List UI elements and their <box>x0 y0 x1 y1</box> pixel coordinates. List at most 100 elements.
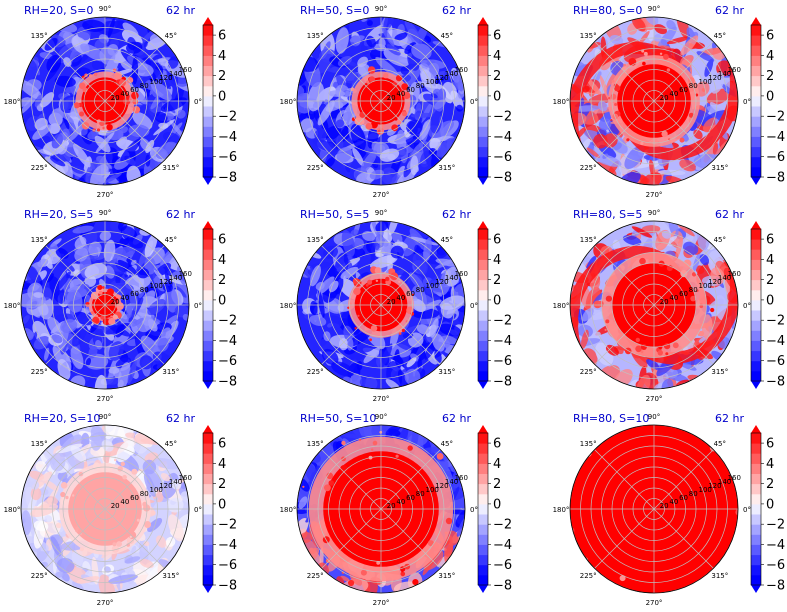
angle-tick-label: 225° <box>31 368 48 376</box>
angle-grid-spoke <box>321 304 382 365</box>
colorbar-level <box>203 463 213 474</box>
panel-title: RH=80, S=5 <box>573 208 642 221</box>
colorbar-level <box>478 503 488 515</box>
angle-tick-label: 0° <box>194 506 202 514</box>
colorbar-level <box>478 544 488 556</box>
colorbar-level <box>203 554 213 566</box>
colorbar-level <box>751 503 761 515</box>
colorbar: 6 4 2 0 −2 −4 −6 −8 <box>202 17 237 186</box>
radial-tick-label: 40 <box>120 90 129 98</box>
angle-tick-label: 270° <box>646 191 663 199</box>
colorbar-level <box>203 574 213 586</box>
polar-boundary <box>20 16 190 186</box>
radial-tick-label: 140 <box>718 274 731 282</box>
colorbar-extend-min <box>478 585 488 593</box>
colorbar-tick-label: −4 <box>218 334 237 349</box>
angle-grid-spoke <box>653 449 714 510</box>
angle-tick-label: 135° <box>31 236 48 244</box>
angle-tick-label: 135° <box>31 32 48 40</box>
angle-tick-label: 135° <box>580 32 597 40</box>
colorbar-tick-label: 2 <box>493 477 501 492</box>
panel-title: RH=50, S=5 <box>300 208 369 221</box>
colorbar-level <box>203 106 213 117</box>
colorbar-level <box>203 534 213 545</box>
radial-tick-label: 80 <box>140 490 149 498</box>
angle-tick-label: 135° <box>307 440 324 448</box>
colorbar-extend-max <box>751 221 761 229</box>
colorbar-level <box>203 126 213 137</box>
angle-grid-spoke <box>45 449 106 510</box>
angle-tick-label: 315° <box>162 368 179 376</box>
angle-grid-spoke <box>594 449 655 510</box>
colorbar-tick-label: 4 <box>218 457 226 472</box>
colorbar-level <box>203 25 213 36</box>
colorbar-level <box>203 249 213 260</box>
colorbar-extend-min <box>751 381 761 389</box>
colorbar-level <box>203 433 213 444</box>
colorbar-tick-label: −2 <box>766 314 785 329</box>
colorbar-level <box>203 239 213 250</box>
radial-tick-label: 80 <box>416 490 425 498</box>
angle-tick-label: 180° <box>553 302 570 310</box>
colorbar-level <box>478 146 488 158</box>
panel-title: RH=80, S=0 <box>573 4 642 17</box>
angle-tick-label: 45° <box>165 440 177 448</box>
angle-grid-spoke <box>104 41 165 102</box>
colorbar-tick-label: 4 <box>493 457 501 472</box>
colorbar-level <box>478 156 488 168</box>
colorbar: 6 4 2 0 −2 −4 −6 −8 <box>750 17 785 186</box>
angle-grid-spoke <box>653 304 714 365</box>
colorbar-level <box>203 524 213 535</box>
colorbar-level <box>478 574 488 586</box>
colorbar-level <box>203 340 213 352</box>
colorbar-tick-label: −8 <box>218 171 237 186</box>
radial-tick-label: 140 <box>445 274 458 282</box>
panel-title: RH=20, S=10 <box>24 412 100 425</box>
angle-grid-spoke <box>321 449 382 510</box>
panel-valid-time: 62 hr <box>715 208 744 221</box>
colorbar-level <box>203 166 213 178</box>
colorbar-level <box>751 443 761 454</box>
angle-tick-label: 90° <box>648 413 660 421</box>
colorbar-tick-label: 6 <box>766 437 774 452</box>
colorbar-level <box>478 443 488 454</box>
angle-grid-spoke <box>653 245 714 306</box>
radial-tick-label: 60 <box>679 290 688 298</box>
angle-tick-label: 45° <box>714 236 726 244</box>
angle-tick-label: 45° <box>441 440 453 448</box>
radial-tick-label: 120 <box>708 482 721 490</box>
colorbar-tick-label: −2 <box>218 518 237 533</box>
colorbar-extend-min <box>751 585 761 593</box>
colorbar-level <box>751 463 761 474</box>
radial-tick-label: 60 <box>130 290 139 298</box>
colorbar-level <box>478 289 488 301</box>
colorbar-level <box>751 136 761 148</box>
radial-tick-label: 40 <box>396 294 405 302</box>
radial-tick-label: 60 <box>679 494 688 502</box>
colorbar-level <box>203 564 213 576</box>
colorbar-tick-label: −8 <box>218 375 237 390</box>
colorbar-tick-label: 4 <box>766 49 774 64</box>
colorbar-level <box>203 310 213 321</box>
colorbar-level <box>478 45 488 56</box>
panel-title: RH=80, S=10 <box>573 412 649 425</box>
colorbar-level <box>751 289 761 301</box>
colorbar-extend-min <box>478 177 488 185</box>
colorbar-level <box>203 330 213 341</box>
colorbar-tick-label: 0 <box>493 293 501 308</box>
radial-tick-label: 140 <box>718 478 731 486</box>
colorbar-tick-label: 4 <box>218 253 226 268</box>
colorbar: 6 4 2 0 −2 −4 −6 −8 <box>477 17 512 186</box>
angle-grid-spoke <box>380 245 441 306</box>
colorbar-tick-label: −6 <box>766 354 785 369</box>
colorbar-level <box>478 25 488 36</box>
radial-tick-label: 160 <box>728 66 741 74</box>
radial-tick-label: 60 <box>679 86 688 94</box>
angle-tick-label: 270° <box>373 395 390 403</box>
colorbar-tick-label: 2 <box>766 477 774 492</box>
colorbar-level <box>203 544 213 556</box>
colorbar-level <box>203 370 213 382</box>
angle-tick-label: 225° <box>580 164 597 172</box>
colorbar-tick-label: −2 <box>218 314 237 329</box>
